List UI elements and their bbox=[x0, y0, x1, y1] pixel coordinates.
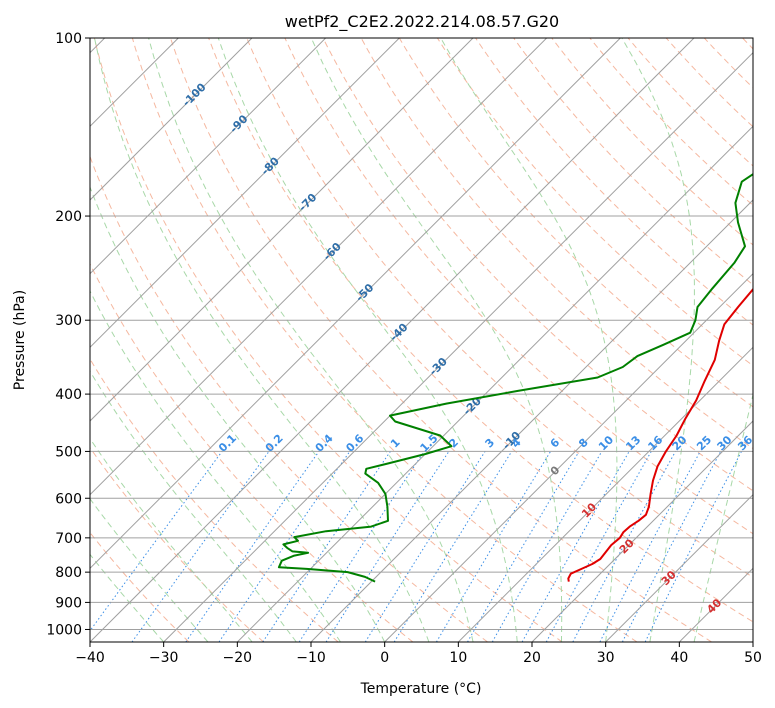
isotherm bbox=[236, 125, 753, 642]
isotherm bbox=[90, 38, 695, 642]
mixing-ratio-line bbox=[435, 451, 552, 642]
isotherm bbox=[163, 51, 753, 642]
dry-adiabat bbox=[475, 38, 753, 326]
mixing-ratio-line bbox=[90, 451, 223, 632]
x-tick-label: 20 bbox=[523, 650, 541, 666]
y-tick-label: 700 bbox=[55, 531, 82, 547]
dry-adiabat bbox=[208, 38, 753, 623]
isotherm bbox=[384, 272, 753, 642]
plot-frame bbox=[89, 37, 754, 643]
dry-adiabat bbox=[627, 38, 753, 167]
mixing-ratio-line bbox=[572, 451, 676, 642]
isotherm bbox=[531, 420, 753, 642]
moist-adiabat bbox=[310, 38, 563, 642]
dry-adiabat bbox=[93, 38, 563, 642]
isotherm bbox=[457, 346, 753, 642]
x-tick-label: −10 bbox=[296, 650, 326, 666]
chart-title: wetPf2_C2E2.2022.214.08.57.G20 bbox=[285, 12, 559, 32]
dry-adiabat bbox=[90, 446, 264, 642]
y-tick-label: 500 bbox=[55, 444, 82, 460]
mixing-ratio-line bbox=[393, 451, 513, 642]
y-tick-label: 600 bbox=[55, 491, 82, 507]
moist-adiabat bbox=[217, 38, 518, 642]
x-tick-label: 10 bbox=[449, 650, 467, 666]
isotherm bbox=[90, 38, 400, 349]
x-tick-label: 50 bbox=[744, 650, 762, 666]
x-tick-label: −30 bbox=[149, 650, 179, 666]
mixing-ratio-line bbox=[491, 451, 603, 642]
isotherm bbox=[310, 199, 753, 642]
mixing-ratio-line bbox=[521, 451, 630, 642]
y-tick-label: 300 bbox=[55, 313, 82, 329]
dry-adiabat bbox=[398, 38, 753, 408]
moist-adiabat bbox=[440, 38, 618, 642]
moist-adiabat bbox=[90, 289, 341, 642]
y-tick-label: 1000 bbox=[46, 622, 82, 638]
dry-adiabat bbox=[246, 38, 753, 578]
moist-adiabat bbox=[90, 497, 209, 642]
x-tick-label: −40 bbox=[75, 650, 105, 666]
isotherm bbox=[90, 38, 548, 496]
moist-adiabat bbox=[90, 553, 165, 642]
isotherm bbox=[90, 38, 253, 201]
isotherm bbox=[605, 493, 753, 642]
moist-adiabat bbox=[90, 370, 297, 642]
dry-adiabat bbox=[322, 38, 753, 492]
y-tick-label: 100 bbox=[55, 31, 82, 47]
moist-adiabat bbox=[94, 38, 430, 642]
y-axis-label: Pressure (hPa) bbox=[12, 290, 28, 390]
y-tick-label: 200 bbox=[55, 209, 82, 225]
mixing-ratio-line bbox=[131, 451, 270, 642]
y-tick-label: 400 bbox=[55, 387, 82, 403]
x-tick-label: 40 bbox=[670, 650, 688, 666]
mixing-ratio-line bbox=[467, 451, 580, 642]
y-tick-label: 800 bbox=[55, 565, 82, 581]
x-axis-label: Temperature (°C) bbox=[360, 681, 482, 697]
dry-adiabat bbox=[131, 38, 638, 642]
moist-adiabat bbox=[90, 185, 386, 642]
mixing-ratio-line bbox=[364, 451, 486, 642]
isotherm bbox=[90, 38, 621, 570]
dry-adiabat bbox=[513, 38, 753, 286]
moist-adiabat bbox=[148, 38, 474, 642]
mixing-ratio-line bbox=[325, 451, 450, 642]
mixing-ratio-line bbox=[218, 451, 351, 642]
x-tick-label: 30 bbox=[597, 650, 615, 666]
isotherm bbox=[90, 38, 327, 275]
temperature-profile-line bbox=[567, 287, 753, 582]
moist-adiabat bbox=[693, 392, 753, 642]
isotherm bbox=[90, 38, 474, 422]
x-tick-label: 0 bbox=[380, 650, 389, 666]
x-tick-label: −20 bbox=[223, 650, 253, 666]
moist-adiabat bbox=[90, 437, 253, 642]
y-tick-label: 900 bbox=[55, 595, 82, 611]
dewpoint-profile-line bbox=[277, 172, 753, 583]
moist-adiabat bbox=[621, 38, 695, 642]
